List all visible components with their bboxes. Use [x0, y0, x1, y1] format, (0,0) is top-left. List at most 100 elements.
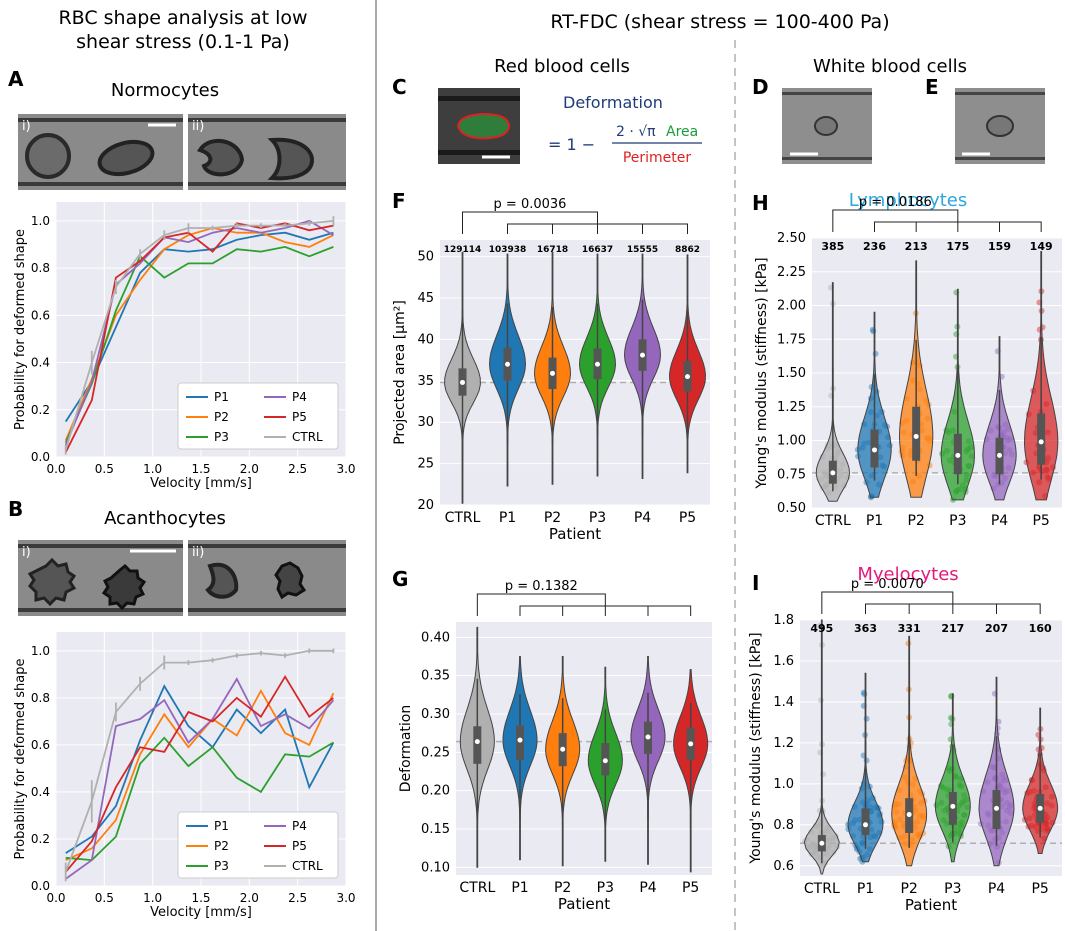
x-tick-label: CTRL — [804, 881, 840, 897]
formula-deformation: Deformation — [563, 93, 663, 112]
x-tick-label: 2.5 — [288, 462, 307, 476]
count-label: 213 — [905, 240, 928, 253]
median-dot-p1 — [863, 822, 868, 828]
myelocytes-title: Myelocytes — [857, 564, 958, 585]
y-axis-label: Young's modulus (stiffness) [kPa] — [748, 632, 764, 864]
median-dot-p3 — [595, 361, 600, 367]
x-axis-label: Patient — [549, 525, 601, 543]
bracket-ctrl — [462, 211, 598, 234]
x-tick-label: 0.0 — [46, 462, 65, 476]
acanthocyte-1 — [27, 557, 77, 607]
panel-letter-D: D — [752, 75, 769, 99]
series-line-p5 — [65, 674, 334, 873]
count-label: 236 — [863, 240, 886, 253]
y-axis-label: Probability for deformed shape — [13, 229, 28, 430]
legend-box — [177, 811, 339, 879]
y-tick-label: 50 — [417, 250, 434, 265]
y-tick-label: 0.20 — [421, 784, 450, 799]
x-tick-label: P5 — [679, 510, 696, 526]
y-tick-label: 0.8 — [31, 261, 50, 275]
median-dot-p2 — [560, 746, 566, 752]
formula-perimeter: Perimeter — [623, 150, 692, 166]
y-tick-label: 0.2 — [31, 403, 50, 417]
count-label: 217 — [941, 622, 964, 635]
acanthocyte-images: i) ii) — [18, 540, 346, 616]
series-line-p4 — [65, 677, 335, 880]
count-label: 331 — [898, 622, 921, 635]
rbc-heading: Red blood cells — [494, 56, 630, 77]
legend-box — [177, 382, 339, 450]
rbc-deformed-1 — [196, 139, 245, 177]
count-label: 129114 — [444, 245, 482, 255]
x-axis-label: Patient — [558, 895, 610, 913]
x-tick-label: P5 — [1032, 513, 1049, 529]
chart-deformation: 0.10 0.15 0.20 0.25 0.30 0.35 0.40 CTRL P1 P2 P3 P4… — [398, 579, 712, 913]
median-dot-p4 — [640, 352, 645, 358]
p-value: p = 0.0070 — [851, 577, 924, 592]
x-axis-label: Velocity [mm/s] — [150, 476, 252, 491]
x-tick-label: 2.0 — [240, 891, 259, 905]
legend-label-p5: P5 — [292, 839, 307, 853]
chart-normocytes: 0.0 0.2 0.4 0.6 0.8 1.0 0.0 0.5 1.0 1.5 2.0 2.5 3.0 V… — [13, 202, 356, 491]
y-tick-label: 20 — [417, 498, 434, 513]
acanthocytes-title: Acanthocytes — [104, 508, 226, 529]
y-tick-label: 0.10 — [421, 860, 450, 875]
y-tick-label: 1.6 — [773, 654, 794, 669]
median-dot-p4 — [997, 452, 1002, 458]
y-tick-label: 1.0 — [31, 644, 50, 658]
y-axis-label: Projected area [μm²] — [392, 300, 408, 445]
iqr-box-ctrl — [473, 726, 482, 764]
legend-label-p5: P5 — [292, 410, 307, 424]
y-tick-label: 25 — [417, 457, 434, 472]
count-label: 149 — [1030, 240, 1053, 253]
x-tick-label: P2 — [544, 510, 561, 526]
x-tick-label: 1.0 — [143, 891, 162, 905]
normocytes-title: Normocytes — [111, 80, 219, 101]
bracket-ctrl — [476, 593, 606, 616]
median-dot-p4 — [994, 805, 999, 811]
x-tick-label: P1 — [866, 513, 883, 529]
p-value: p = 0.0186 — [859, 195, 932, 210]
x-tick-label: P1 — [857, 881, 874, 897]
count-label: 103938 — [489, 245, 527, 255]
acanthocyte-2 — [101, 563, 147, 611]
y-tick-label: 30 — [417, 415, 434, 430]
y-tick-label: 40 — [417, 332, 434, 347]
rbc-contour — [456, 113, 510, 140]
y-tick-label: 1.0 — [31, 214, 50, 228]
x-tick-label: 0.5 — [95, 891, 114, 905]
bracket-ctrl — [821, 591, 954, 614]
plot-area — [800, 620, 1062, 876]
median-dot-ctrl — [460, 379, 465, 385]
median-dot-p5 — [688, 741, 694, 747]
median-dot-p5 — [685, 374, 690, 380]
count-label: 207 — [985, 622, 1008, 635]
panel-letter-G: G — [392, 567, 408, 591]
x-tick-label: P4 — [988, 881, 1005, 897]
count-label: 385 — [821, 240, 844, 253]
chart-acanthocytes: 0.0 0.2 0.4 0.6 0.8 1.0 0.0 0.5 1.0 1.5 2.0 2.5 3.0 V… — [13, 632, 356, 920]
series-line-p3 — [65, 736, 334, 862]
y-tick-label: 0.0 — [31, 879, 50, 893]
wbc-heading: White blood cells — [813, 56, 967, 77]
rbc-contour-image — [438, 88, 520, 164]
image-label-ii: ii) — [192, 545, 204, 560]
formula-numerator: 2 · √π — [616, 124, 656, 140]
image-label-i: i) — [22, 545, 31, 560]
image-label-ii: ii) — [192, 119, 204, 134]
x-tick-label: P3 — [949, 513, 966, 529]
count-label: 160 — [1029, 622, 1052, 635]
series-line-ctrl — [64, 220, 334, 451]
formula-area: Area — [666, 124, 698, 140]
x-tick-label: 1.5 — [191, 891, 210, 905]
y-tick-label: 0.6 — [773, 859, 794, 874]
data-point-p1 — [863, 715, 870, 722]
x-axis-label: Patient — [905, 896, 957, 914]
y-tick-label: 0.8 — [773, 818, 794, 833]
x-tick-label: 2.0 — [240, 462, 259, 476]
chart-lymphocytes: 0.50 0.75 1.00 1.25 1.50 1.75 2.00 2.25 2.50 CTRL… — [754, 195, 1062, 529]
median-dot-p5 — [1038, 439, 1044, 445]
x-tick-label: P4 — [639, 880, 656, 896]
y-tick-label: 1.25 — [777, 400, 806, 415]
